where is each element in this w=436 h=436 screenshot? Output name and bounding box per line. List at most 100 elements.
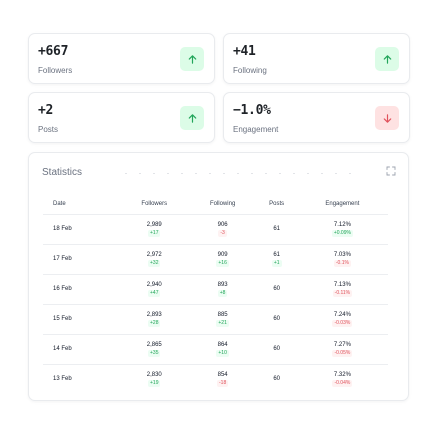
followers-value: 2,989	[146, 221, 162, 228]
stat-card-engagement: −1.0% Engagement	[223, 92, 410, 143]
following-value: 893	[217, 281, 228, 288]
cell-date: 18 Feb	[43, 214, 120, 245]
posts-value: 61	[273, 251, 281, 258]
table-header-row: Date Followers Following Posts Engagemen…	[43, 194, 388, 215]
arrow-up-icon	[383, 54, 391, 64]
cell-date: 16 Feb	[43, 274, 120, 305]
following-change-badge: +16	[216, 259, 229, 267]
stat-value: −1.0%	[233, 103, 271, 118]
cell-date: 17 Feb	[43, 244, 120, 275]
engagement-value: 7.13%	[333, 281, 351, 288]
engagement-change-badge: +0.09%	[331, 229, 353, 237]
stat-label: Followers	[38, 66, 73, 75]
engagement-value: 7.27%	[333, 341, 351, 348]
stat-card-following: +41 Following	[223, 33, 410, 84]
cell-posts: 61 +1	[256, 244, 297, 275]
cell-engagement: 7.03% -0.1%	[296, 244, 388, 275]
stat-label: Engagement	[233, 125, 279, 134]
arrow-up-icon	[188, 54, 196, 64]
followers-value: 2,893	[146, 311, 162, 318]
table-row: 14 Feb 2,865 +35 864 +10 60 7.27% -0.05%	[43, 334, 388, 365]
followers-value: 2,830	[146, 371, 162, 378]
statistics-table: Date Followers Following Posts Engagemen…	[43, 194, 388, 394]
following-value: 909	[217, 251, 228, 258]
trend-up-button[interactable]	[375, 47, 399, 71]
arrow-down-icon	[383, 113, 391, 123]
stat-label: Following	[233, 66, 267, 75]
cell-engagement: 7.24% -0.03%	[296, 304, 388, 335]
followers-change-badge: +28	[148, 319, 161, 327]
table-row: 17 Feb 2,972 +32 909 +16 61 +1 7.03% -0.1%	[43, 244, 388, 275]
expand-icon[interactable]	[386, 166, 396, 176]
stat-card-posts: +2 Posts	[28, 92, 215, 143]
table-row: 13 Feb 2,830 +19 854 -18 60 7.32% -0.04%	[43, 364, 388, 394]
engagement-value: 7.24%	[333, 311, 351, 318]
posts-value: 61	[273, 226, 281, 232]
engagement-value: 7.03%	[333, 251, 351, 258]
posts-value: 60	[273, 286, 281, 292]
cell-following: 906 -3	[188, 214, 257, 245]
cell-followers: 2,972 +32	[119, 244, 189, 275]
followers-change-badge: +17	[148, 229, 161, 237]
stat-value: +41	[233, 44, 256, 59]
engagement-change-badge: -0.1%	[333, 259, 351, 267]
engagement-value: 7.32%	[333, 371, 351, 378]
engagement-change-badge: -0.04%	[332, 379, 353, 387]
cell-followers: 2,865 +35	[119, 334, 189, 365]
cell-posts: 60	[256, 304, 297, 335]
cell-engagement: 7.27% -0.05%	[296, 334, 388, 365]
column-header-engagement: Engagement	[296, 194, 388, 215]
trend-up-button[interactable]	[180, 47, 204, 71]
engagement-change-badge: -0.03%	[332, 319, 353, 327]
following-change-badge: -18	[217, 379, 229, 387]
trend-down-button[interactable]	[375, 106, 399, 130]
table-row: 16 Feb 2,940 +47 893 +8 60 7.13% -0.11%	[43, 274, 388, 305]
engagement-change-badge: -0.11%	[332, 289, 353, 297]
stat-value: +2	[38, 103, 54, 118]
cell-date: 14 Feb	[43, 334, 120, 365]
cell-followers: 2,989 +17	[119, 214, 189, 245]
cell-followers: 2,893 +28	[119, 304, 189, 335]
cell-following: 854 -18	[189, 364, 257, 394]
cell-following: 893 +8	[188, 274, 257, 305]
stat-card-followers: +667 Followers	[28, 33, 215, 84]
cell-following: 885 +21	[188, 304, 257, 335]
trend-up-button[interactable]	[180, 106, 204, 130]
column-header-followers: Followers	[119, 194, 189, 215]
followers-change-badge: +19	[148, 379, 161, 387]
cell-posts: 60	[256, 274, 297, 305]
arrow-up-icon	[188, 113, 196, 123]
following-change-badge: +8	[217, 289, 228, 297]
followers-change-badge: +47	[148, 289, 161, 297]
followers-value: 2,972	[146, 251, 162, 258]
following-value: 854	[217, 371, 228, 378]
cell-following: 909 +16	[188, 244, 257, 275]
column-header-posts: Posts	[256, 194, 297, 215]
posts-value: 60	[273, 316, 281, 322]
cell-followers: 2,830 +19	[120, 364, 189, 394]
followers-change-badge: +35	[148, 349, 161, 357]
cell-engagement: 7.13% -0.11%	[296, 274, 388, 305]
table-row: 18 Feb 2,989 +17 906 -3 61 7.12% +0.09%	[43, 214, 388, 245]
following-value: 864	[217, 341, 228, 348]
engagement-value: 7.12%	[333, 221, 351, 228]
followers-change-badge: +32	[148, 259, 161, 267]
dotted-divider	[119, 173, 359, 174]
followers-value: 2,940	[146, 281, 162, 288]
posts-change-badge: +1	[271, 259, 282, 267]
followers-value: 2,865	[146, 341, 162, 348]
column-header-date: Date	[43, 194, 120, 215]
stat-value: +667	[38, 44, 69, 59]
statistics-card: Statistics Date Followers Following Post…	[28, 152, 409, 401]
cell-posts: 60	[256, 334, 297, 365]
following-change-badge: +21	[216, 319, 229, 327]
statistics-title: Statistics	[42, 167, 83, 178]
cell-followers: 2,940 +47	[119, 274, 189, 305]
following-value: 885	[217, 311, 228, 318]
posts-value: 60	[273, 376, 281, 383]
stat-label: Posts	[38, 125, 59, 134]
posts-value: 60	[273, 346, 281, 352]
cell-engagement: 7.12% +0.09%	[296, 214, 388, 245]
cell-posts: 61	[256, 214, 297, 245]
cell-posts: 60	[257, 364, 297, 394]
